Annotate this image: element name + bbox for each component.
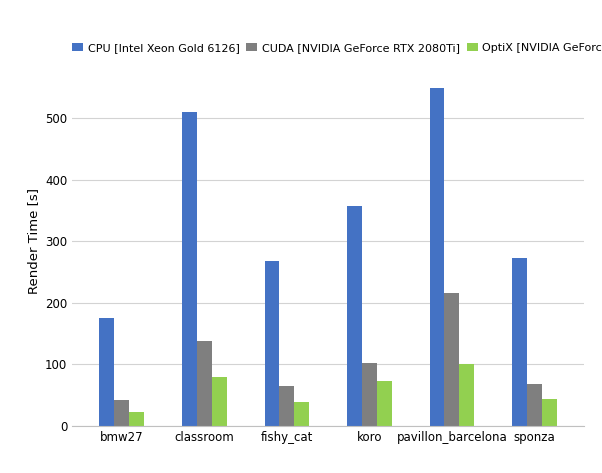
Bar: [294, 403, 309, 426]
Bar: [430, 88, 444, 426]
Bar: [197, 341, 212, 426]
Bar: [279, 386, 294, 426]
Bar: [212, 377, 226, 426]
Bar: [114, 400, 129, 426]
Bar: [264, 261, 279, 426]
Bar: [347, 206, 362, 426]
Bar: [512, 258, 527, 426]
Y-axis label: Render Time [s]: Render Time [s]: [26, 188, 40, 294]
Bar: [527, 384, 542, 426]
Bar: [444, 293, 459, 426]
Bar: [362, 363, 377, 426]
Bar: [99, 318, 114, 426]
Bar: [377, 381, 392, 426]
Bar: [459, 364, 474, 426]
Bar: [542, 399, 557, 426]
Bar: [129, 412, 144, 426]
Legend: CPU [Intel Xeon Gold 6126], CUDA [NVIDIA GeForce RTX 2080Ti], OptiX [NVIDIA GeFo: CPU [Intel Xeon Gold 6126], CUDA [NVIDIA…: [72, 43, 602, 53]
Bar: [182, 112, 197, 426]
